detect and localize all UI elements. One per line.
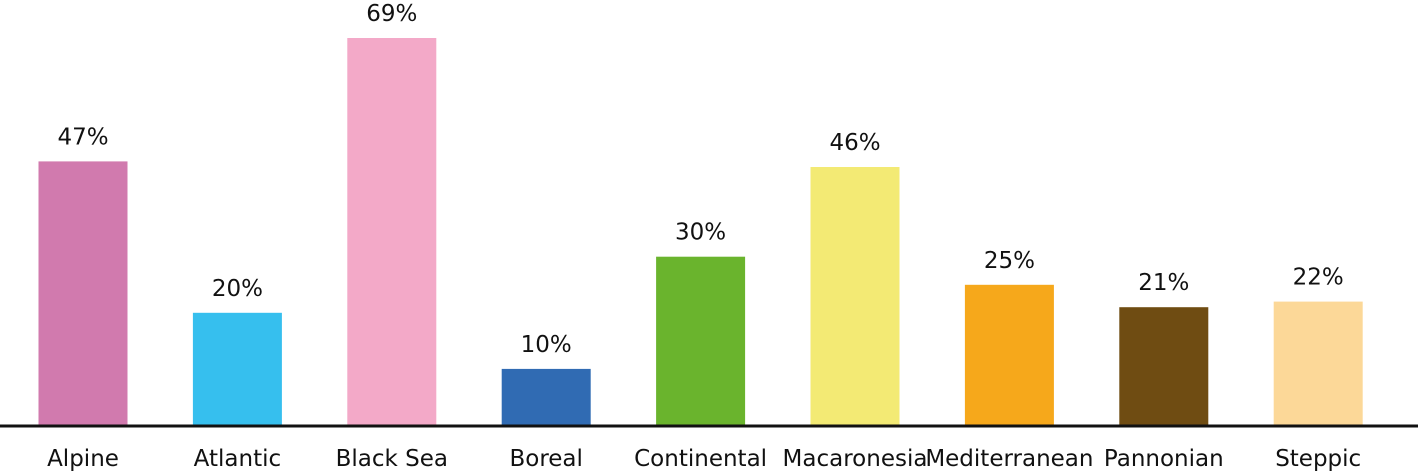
category-label-steppic: Steppic — [1275, 446, 1361, 472]
value-labels-group: 47% 20% 69% 10% 30% 46% 25% 21% 22% — [57, 1, 1343, 358]
category-label-black-sea: Black Sea — [336, 446, 448, 472]
value-label-boreal: 10% — [521, 332, 572, 358]
value-label-continental: 30% — [675, 220, 726, 246]
value-label-macaronesia: 46% — [829, 130, 880, 156]
category-label-continental: Continental — [634, 446, 767, 472]
bar-steppic — [1273, 301, 1363, 425]
category-label-atlantic: Atlantic — [194, 446, 281, 472]
category-label-mediterranean: Mediterranean — [925, 446, 1093, 472]
bar-continental — [656, 256, 746, 425]
value-label-atlantic: 20% — [212, 276, 263, 302]
bar-boreal — [501, 368, 591, 425]
category-label-boreal: Boreal — [509, 446, 582, 472]
value-label-steppic: 22% — [1293, 265, 1344, 291]
value-label-alpine: 47% — [57, 124, 108, 150]
bar-atlantic — [192, 312, 282, 425]
value-label-mediterranean: 25% — [984, 248, 1035, 274]
value-label-black-sea: 69% — [366, 1, 417, 27]
category-labels-group: Alpine Atlantic Black Sea Boreal Continental… — [47, 446, 1361, 472]
bars-group — [38, 38, 1363, 425]
bar-pannonian — [1119, 307, 1209, 425]
bar-alpine — [38, 161, 128, 425]
category-label-alpine: Alpine — [47, 446, 119, 472]
category-label-macaronesia: Macaronesia — [783, 446, 928, 472]
bar-mediterranean — [964, 284, 1054, 425]
bar-macaronesia — [810, 167, 900, 425]
bar-black-sea — [347, 38, 437, 425]
category-label-pannonian: Pannonian — [1104, 446, 1224, 472]
value-label-pannonian: 21% — [1138, 270, 1189, 296]
